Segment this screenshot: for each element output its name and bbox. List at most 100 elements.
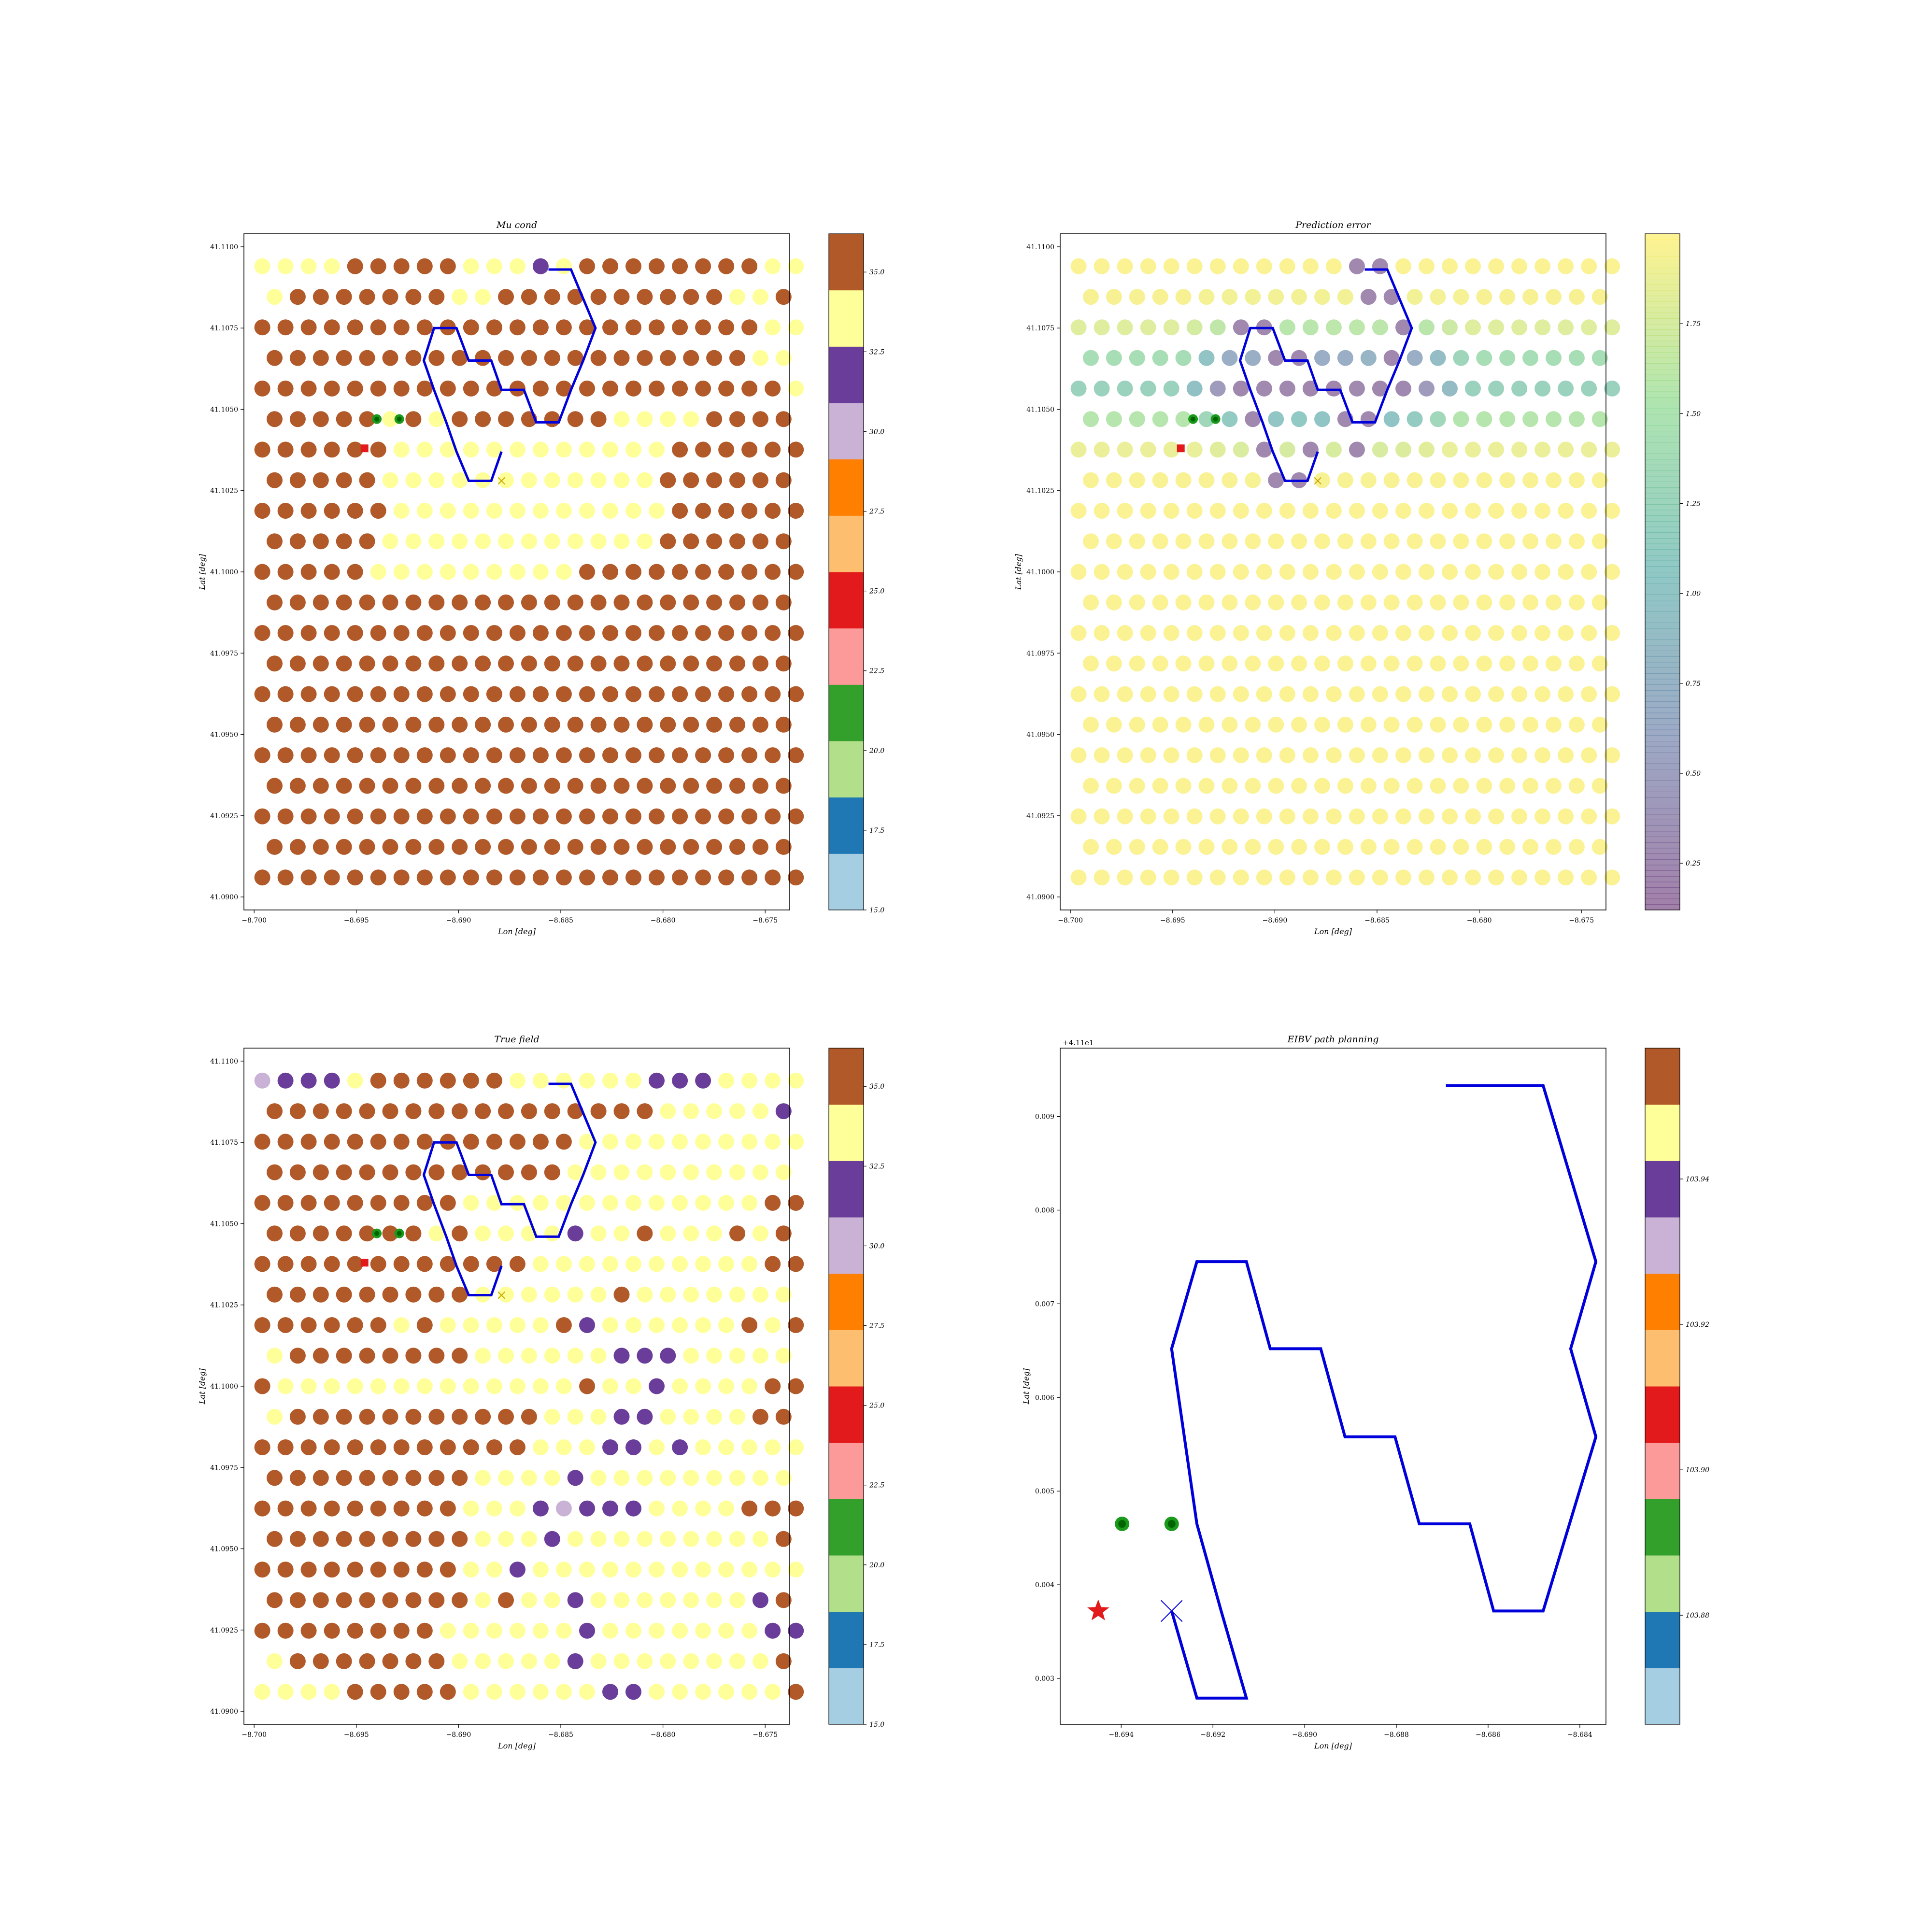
grid-point	[649, 1562, 665, 1578]
grid-point	[347, 1134, 363, 1150]
grid-point	[1256, 686, 1272, 702]
grid-point	[440, 380, 456, 397]
colorbar-segment	[1645, 256, 1680, 262]
grid-point	[254, 625, 270, 641]
grid-point	[359, 411, 375, 427]
grid-point	[567, 838, 583, 855]
grid-point	[428, 716, 445, 733]
grid-point	[336, 350, 352, 366]
grid-point	[1372, 319, 1388, 336]
colorbar-segment	[1645, 273, 1680, 279]
grid-point	[1349, 258, 1365, 274]
colorbar-segment	[1645, 279, 1680, 285]
colorbar-segment	[1645, 262, 1680, 268]
grid-point	[405, 655, 422, 672]
grid-point	[498, 778, 514, 794]
grid-point	[428, 778, 445, 794]
grid-point	[729, 1103, 745, 1120]
grid-point	[359, 350, 375, 366]
grid-point	[1245, 472, 1261, 488]
grid-point	[428, 594, 445, 611]
grid-point	[1406, 594, 1423, 611]
colorbar: 15.017.520.022.525.027.530.032.535.0	[828, 233, 884, 914]
grid-point	[1499, 655, 1516, 672]
grid-point	[625, 869, 641, 886]
colorbar-segment	[1645, 335, 1680, 341]
y-tick-label: 41.1075	[1026, 325, 1054, 332]
grid-point	[660, 716, 676, 733]
grid-point	[1453, 655, 1469, 672]
colorbar-segment	[1645, 251, 1680, 257]
grid-point	[1152, 778, 1168, 794]
colorbar-segment	[829, 1555, 864, 1612]
grid-point	[1546, 716, 1562, 733]
colorbar-tick-label: 0.75	[1686, 680, 1701, 688]
grid-point	[416, 564, 433, 580]
grid-point	[706, 1470, 723, 1486]
grid-point	[532, 564, 549, 580]
grid-point	[637, 1592, 653, 1608]
grid-point	[649, 1072, 665, 1089]
grid-point	[1129, 716, 1145, 733]
grid-point	[370, 1439, 386, 1455]
grid-point	[579, 747, 595, 764]
grid-point	[613, 472, 630, 488]
grid-point	[521, 1103, 537, 1120]
grid-point	[1395, 869, 1411, 886]
grid-point	[649, 564, 665, 580]
grid-point	[1558, 808, 1574, 824]
y-tick-labels: 41.090041.092541.095041.097541.100041.10…	[210, 243, 244, 901]
grid-point	[370, 869, 386, 886]
grid-point	[683, 1531, 699, 1547]
grid-point	[544, 1531, 560, 1547]
grid-point	[590, 1408, 607, 1425]
grid-point	[567, 350, 583, 366]
grid-point	[324, 1134, 340, 1150]
grid-point	[579, 1256, 595, 1272]
grid-point	[324, 319, 340, 336]
grid-point	[359, 778, 375, 794]
grid-point	[532, 1684, 549, 1700]
grid-point	[1302, 808, 1319, 824]
grid-point	[289, 533, 306, 550]
grid-point	[649, 686, 665, 702]
grid-point	[336, 1348, 352, 1364]
colorbar-segment	[1645, 634, 1680, 640]
grid-point	[555, 747, 572, 764]
grid-point	[752, 1225, 768, 1242]
grid-point	[393, 747, 410, 764]
colorbar-segment	[829, 1104, 864, 1161]
grid-point	[625, 1194, 641, 1211]
grid-point	[1163, 564, 1179, 580]
grid-point	[1372, 564, 1388, 580]
grid-point	[683, 594, 699, 611]
grid-point	[752, 1348, 768, 1364]
grid-point	[393, 1622, 410, 1639]
colorbar-segment	[829, 346, 864, 403]
grid-point	[625, 319, 641, 336]
grid-point	[463, 1317, 479, 1333]
grid-point	[613, 655, 630, 672]
grid-point	[555, 625, 572, 641]
grid-point	[1465, 503, 1481, 519]
grid-point	[741, 1134, 758, 1150]
y-tick-label: 41.1025	[1026, 487, 1054, 495]
grid-point	[1488, 686, 1505, 702]
grid-point	[1129, 289, 1145, 305]
grid-point	[254, 1256, 270, 1272]
colorbar-tick-label: 103.90	[1686, 1466, 1709, 1474]
grid-point	[521, 350, 537, 366]
grid-point	[1186, 258, 1203, 274]
grid-point	[1209, 747, 1226, 764]
grid-point	[788, 1194, 804, 1211]
grid-point	[625, 380, 641, 397]
grid-point	[254, 1072, 270, 1089]
grid-point	[660, 594, 676, 611]
grid-point	[1476, 411, 1492, 427]
grid-point	[1349, 319, 1365, 336]
colorbar-tick-label: 103.92	[1686, 1321, 1709, 1329]
grid-point	[300, 258, 317, 274]
grid-point	[765, 1500, 781, 1517]
grid-point	[440, 686, 456, 702]
grid-point	[775, 1225, 792, 1242]
